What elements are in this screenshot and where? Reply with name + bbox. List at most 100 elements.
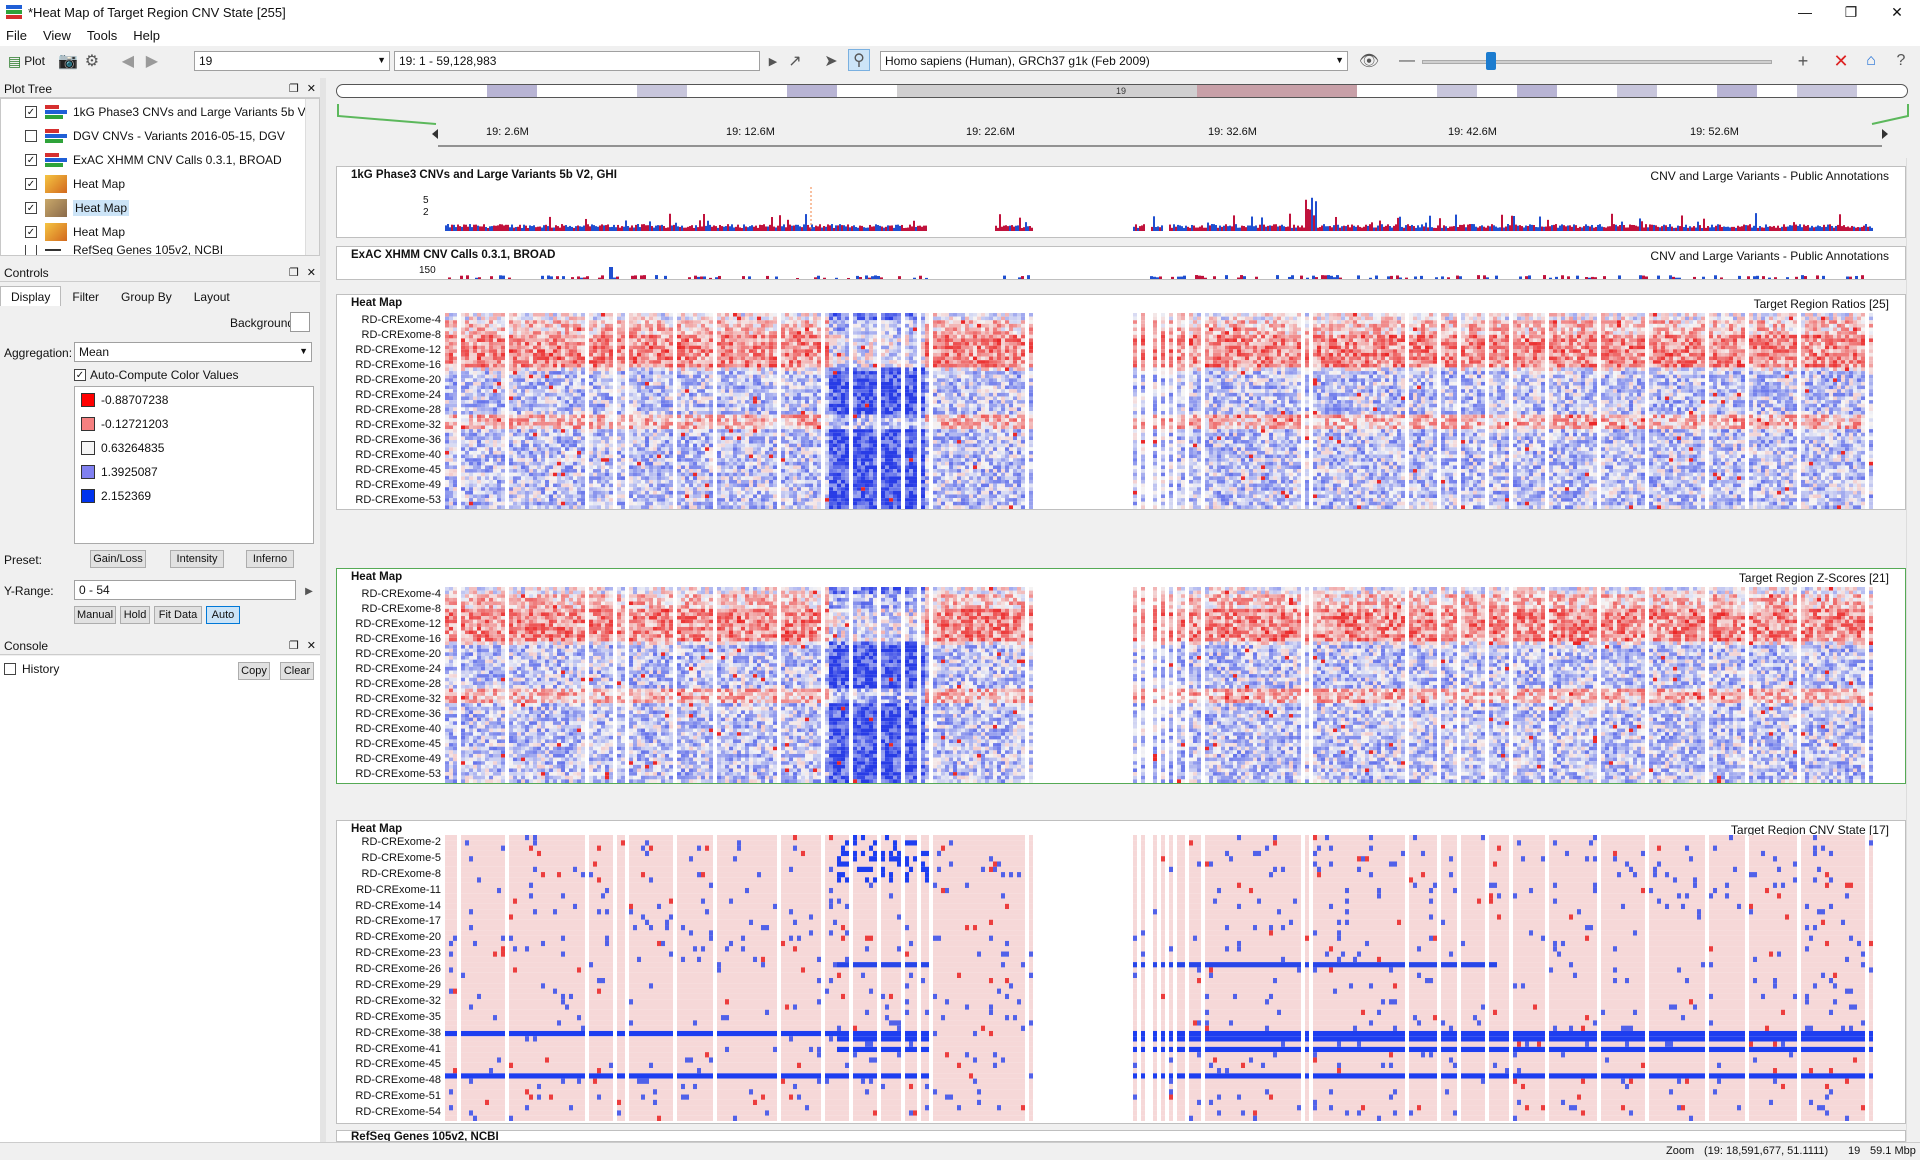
plot-button[interactable]: ▤ Plot: [8, 50, 45, 72]
tree-item-refseq[interactable]: RefSeq Genes 105v2, NCBI: [25, 245, 223, 255]
yrange-fit-data-button[interactable]: Fit Data: [154, 606, 202, 624]
back-icon[interactable]: ◀: [117, 50, 139, 72]
menu-help[interactable]: Help: [133, 28, 160, 43]
go-icon[interactable]: ▶: [762, 50, 784, 72]
preset-inferno-button[interactable]: Inferno: [246, 550, 294, 568]
heat-cell: [697, 342, 701, 346]
color-swatch[interactable]: [81, 393, 95, 407]
heat-cell: [745, 411, 749, 415]
zoom-out-icon[interactable]: —: [1396, 50, 1418, 72]
eye-icon[interactable]: 👁: [1358, 50, 1380, 72]
close-panel-icon[interactable]: ✕: [307, 266, 316, 279]
tree-item-heatmap-3[interactable]: ✓ Heat Map: [25, 221, 125, 243]
color-stop[interactable]: -0.12721203: [81, 415, 168, 433]
zoom-slider-knob[interactable]: [1486, 52, 1496, 70]
heat-cell: [553, 313, 557, 317]
home-icon[interactable]: ⌂: [1860, 50, 1882, 72]
yrange-auto-button[interactable]: Auto: [206, 606, 240, 624]
heat-cell: [745, 313, 749, 317]
maximize-icon[interactable]: ❐: [1828, 0, 1874, 24]
checkbox[interactable]: ✓: [25, 178, 37, 190]
tab-display[interactable]: Display: [0, 286, 62, 306]
yrange-input[interactable]: 0 - 54: [74, 580, 296, 600]
float-icon[interactable]: ❐: [289, 82, 299, 95]
heat-cell: [689, 498, 693, 502]
menu-file[interactable]: File: [6, 28, 27, 43]
color-stop[interactable]: 0.63264835: [81, 439, 164, 457]
apply-icon[interactable]: ▶: [298, 580, 320, 602]
checkbox[interactable]: [4, 663, 16, 675]
splitter[interactable]: [320, 78, 326, 1142]
gear-icon[interactable]: ⚙: [81, 50, 103, 72]
heat-cell: [705, 342, 709, 346]
background-color-swatch[interactable]: [290, 312, 310, 332]
preset-gain-loss-button[interactable]: Gain/Loss: [90, 550, 146, 568]
color-swatch[interactable]: [81, 465, 95, 479]
position-ruler[interactable]: 19: 2.6M 19: 12.6M 19: 22.6M 19: 32.6M 1…: [326, 104, 1920, 154]
yrange-manual-button[interactable]: Manual: [74, 606, 116, 624]
console-clear-button[interactable]: Clear: [280, 662, 314, 680]
help-icon[interactable]: ?: [1890, 50, 1912, 72]
tree-item-heatmap-1[interactable]: ✓ Heat Map: [25, 173, 125, 195]
color-stop[interactable]: 1.3925087: [81, 463, 158, 481]
share-icon[interactable]: ↗: [784, 50, 806, 72]
zoom-in-icon[interactable]: +: [1792, 50, 1814, 72]
heat-cell: [521, 338, 525, 343]
tree-item-dgv[interactable]: DGV CNVs - Variants 2016-05-15, DGV: [25, 125, 285, 147]
tree-item-exac[interactable]: ✓ ExAC XHMM CNV Calls 0.3.1, BROAD: [25, 149, 282, 171]
menu-view[interactable]: View: [43, 28, 71, 43]
close-panel-icon[interactable]: ✕: [307, 82, 316, 95]
color-stop[interactable]: -0.88707238: [81, 391, 168, 409]
auto-compute-checkbox[interactable]: ✓ Auto-Compute Color Values: [74, 368, 239, 382]
float-icon[interactable]: ❐: [289, 266, 299, 279]
aggregation-select[interactable]: Mean ▼: [74, 342, 312, 362]
genome-select[interactable]: Homo sapiens (Human), GRCh37 g1k (Feb 20…: [880, 51, 1348, 71]
camera-icon[interactable]: 📷: [57, 50, 79, 72]
menu-tools[interactable]: Tools: [87, 28, 117, 43]
yrange-hold-button[interactable]: Hold: [120, 606, 150, 624]
pointer-icon[interactable]: ➤: [820, 50, 842, 72]
tree-item-heatmap-2[interactable]: ✓ Heat Map: [25, 197, 130, 219]
preset-intensity-button[interactable]: Intensity: [170, 550, 224, 568]
tab-layout[interactable]: Layout: [183, 286, 241, 306]
heat-cell: [573, 443, 577, 448]
history-checkbox[interactable]: History: [4, 662, 59, 676]
checkbox[interactable]: ✓: [74, 369, 86, 381]
minimize-icon[interactable]: —: [1782, 0, 1828, 24]
position-input[interactable]: 19: 1 - 59,128,983: [394, 51, 760, 71]
heat-cell: [493, 403, 497, 408]
forward-icon[interactable]: ▶: [141, 50, 163, 72]
track-heatmap-ratios[interactable]: Heat Map Target Region Ratios [25] RD-CR…: [336, 294, 1906, 510]
chromosome-ideogram[interactable]: [336, 84, 1908, 98]
checkbox[interactable]: ✓: [25, 106, 37, 118]
zoom-slider[interactable]: [1422, 60, 1772, 64]
chromosome-select[interactable]: 19 ▼: [194, 51, 390, 71]
checkbox[interactable]: [25, 245, 37, 255]
checkbox[interactable]: ✓: [25, 154, 37, 166]
track-exac[interactable]: ExAC XHMM CNV Calls 0.3.1, BROAD CNV and…: [336, 246, 1906, 280]
tab-filter[interactable]: Filter: [61, 286, 110, 306]
tree-item-1kg[interactable]: ✓ 1kG Phase3 CNVs and Large Variants 5b …: [25, 101, 314, 123]
color-swatch[interactable]: [81, 441, 95, 455]
close-window-icon[interactable]: ✕: [1874, 0, 1920, 24]
color-stop[interactable]: 2.152369: [81, 487, 151, 505]
checkbox[interactable]: ✓: [25, 202, 37, 214]
track-1kg[interactable]: 1kG Phase3 CNVs and Large Variants 5b V2…: [336, 166, 1906, 238]
zoom-search-icon[interactable]: ⚲: [848, 49, 870, 71]
close-panel-icon[interactable]: ✕: [307, 639, 316, 652]
float-icon[interactable]: ❐: [289, 639, 299, 652]
heat-cell: [469, 418, 473, 422]
checkbox[interactable]: [25, 130, 37, 142]
kg-bar: [1179, 225, 1181, 231]
heat-cell: [665, 331, 669, 335]
color-swatch[interactable]: [81, 417, 95, 431]
heat-cell: [733, 450, 737, 455]
plot-tree-scrollbar[interactable]: [305, 99, 319, 255]
color-swatch[interactable]: [81, 489, 95, 503]
remove-icon[interactable]: ✕: [1830, 50, 1852, 72]
console-copy-button[interactable]: Copy: [238, 662, 270, 680]
heat-cell: [761, 490, 765, 495]
tab-group-by[interactable]: Group By: [110, 286, 183, 306]
checkbox[interactable]: ✓: [25, 226, 37, 238]
heat-cell: [605, 418, 609, 422]
